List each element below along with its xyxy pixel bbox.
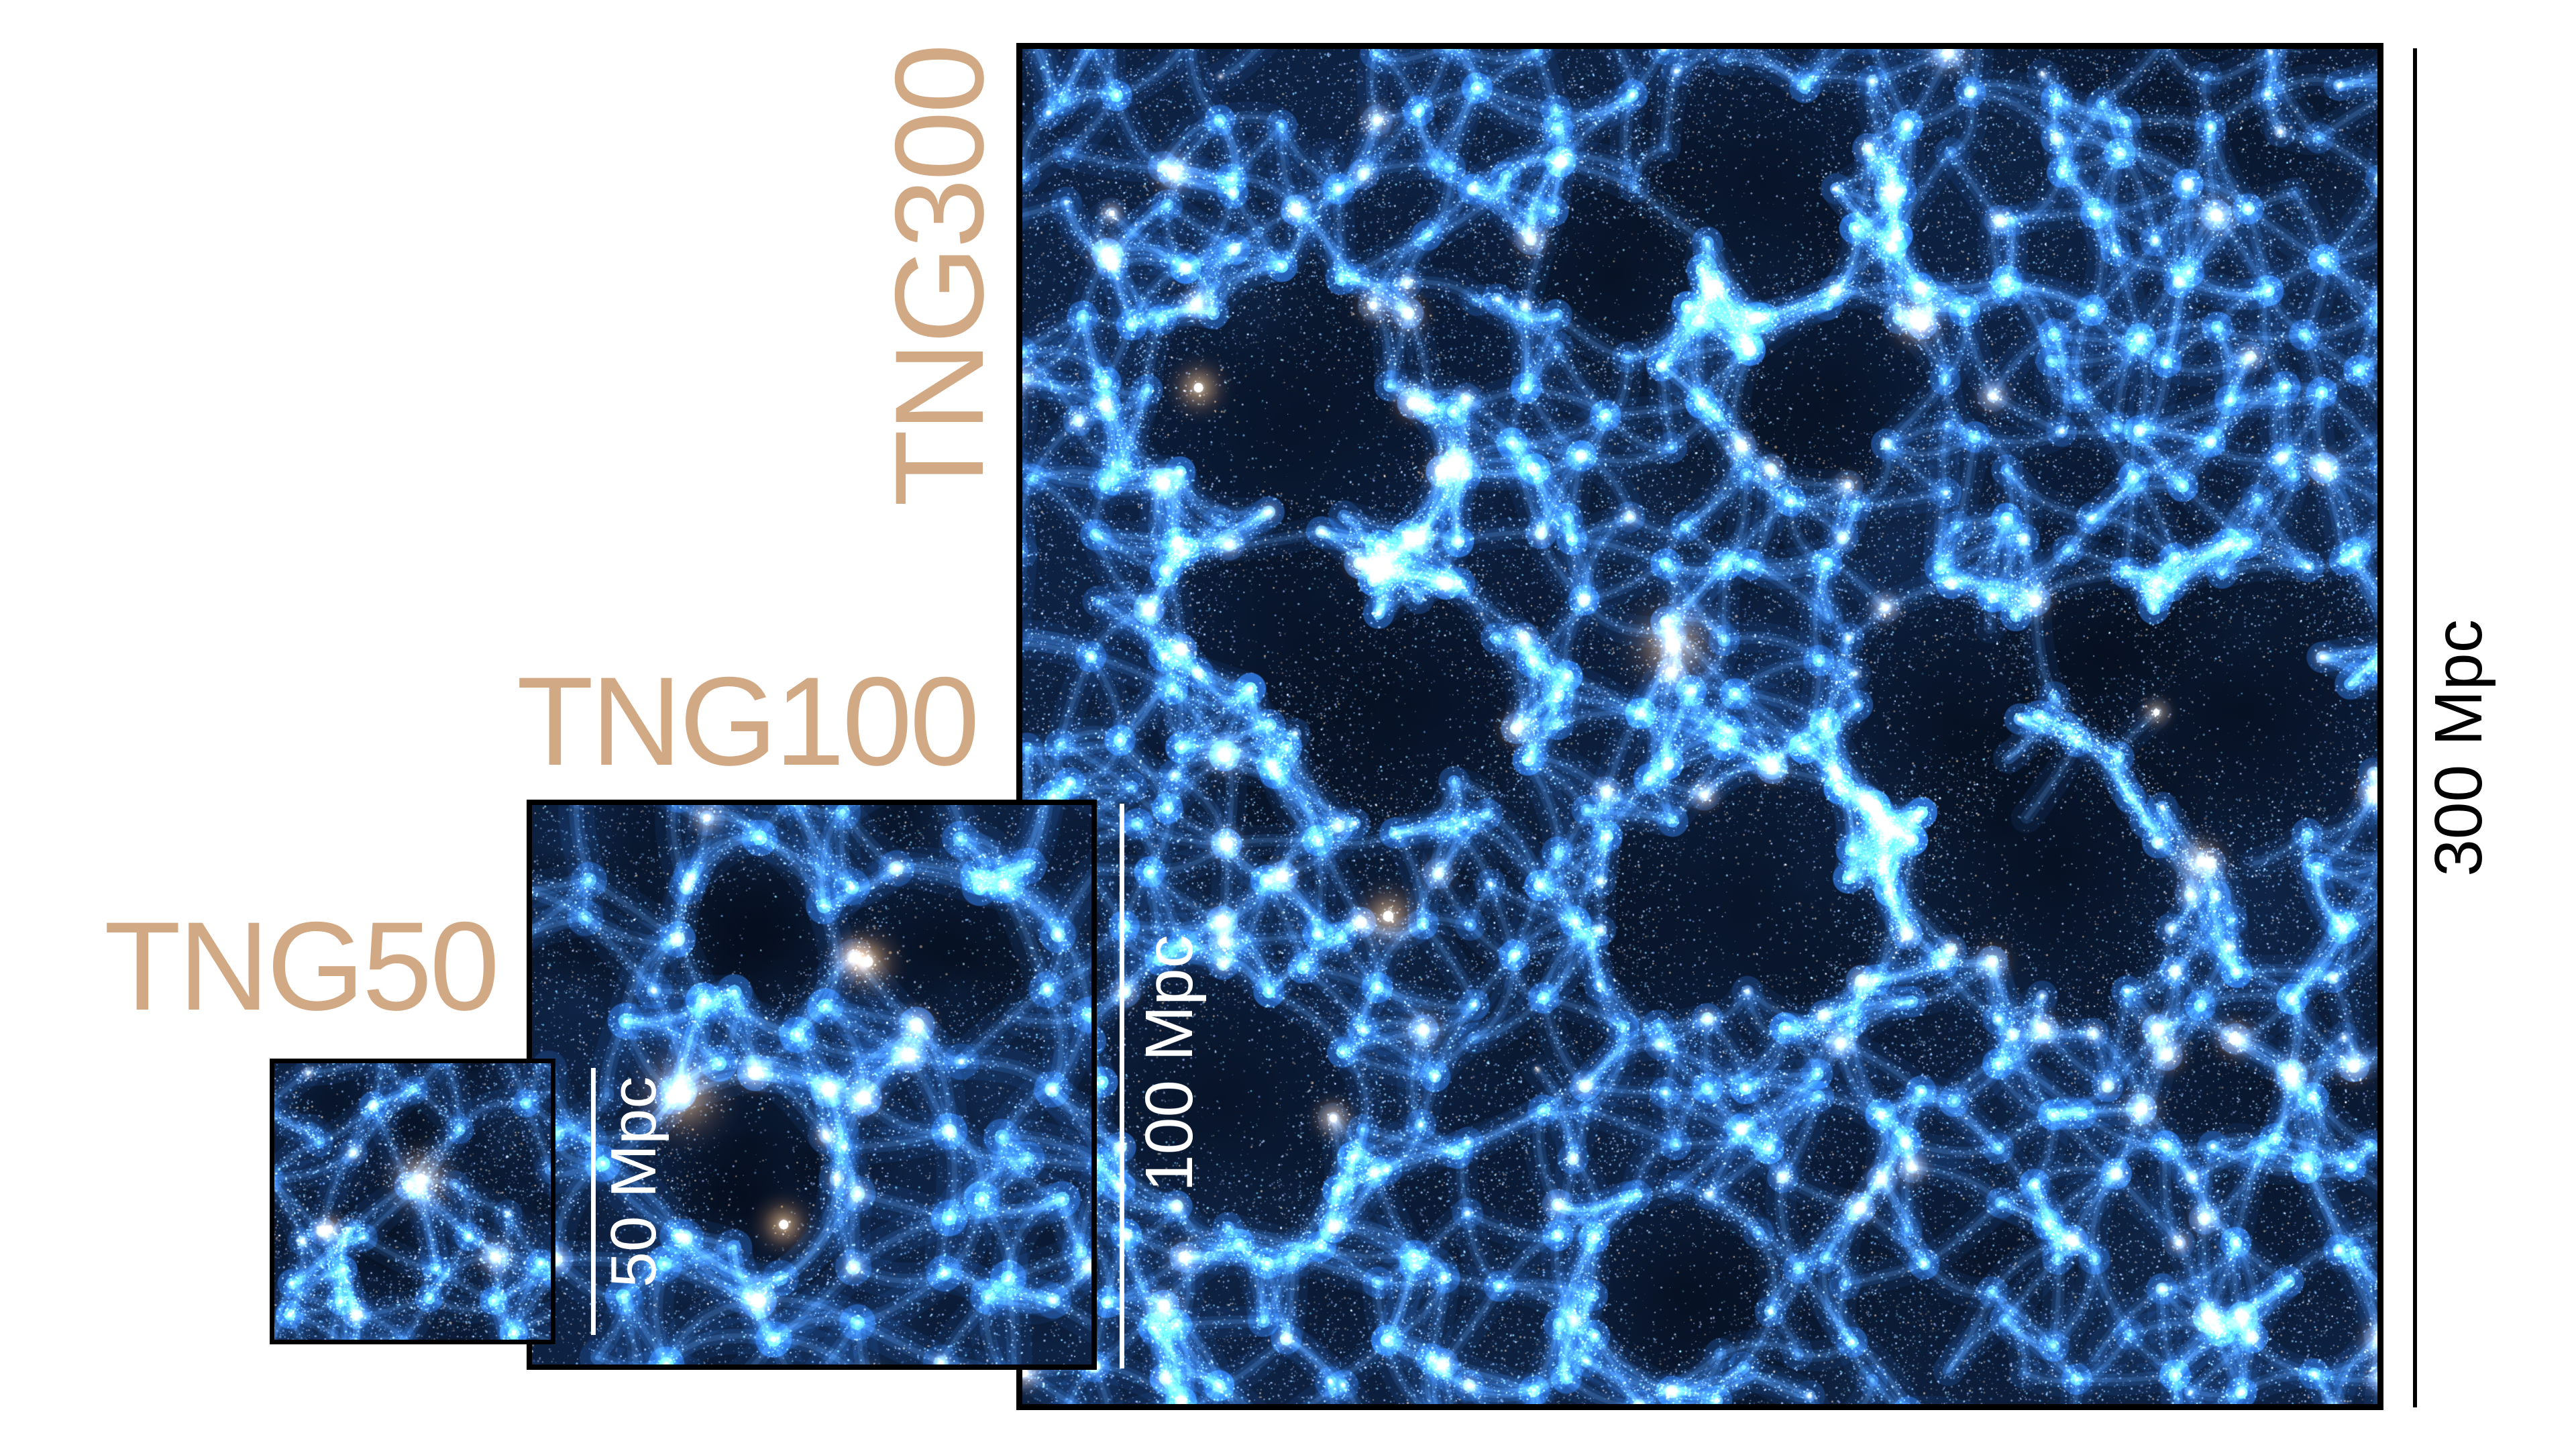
- tng50-label: TNG50: [104, 896, 500, 1036]
- tng100-panel: [527, 800, 1097, 1370]
- tng100-scale-label: 100 Mpc: [1132, 934, 1207, 1192]
- tng300-panel: [1016, 43, 2383, 1410]
- tng300-simulation-canvas: [1022, 49, 2377, 1404]
- tng100-simulation-canvas: [532, 805, 1091, 1364]
- tng50-panel: [270, 1059, 555, 1344]
- tng100-scale-bar: [1120, 804, 1124, 1368]
- tng50-simulation-canvas: [274, 1063, 551, 1340]
- tng50-scale-label: 50 Mpc: [598, 1076, 669, 1288]
- tng300-scale-bar: [2413, 48, 2417, 1407]
- tng100-label: TNG100: [517, 651, 980, 792]
- tng300-scale-label: 300 Mpc: [2421, 619, 2496, 877]
- tng50-scale-bar: [591, 1068, 596, 1335]
- tng300-label: TNG300: [869, 46, 1010, 507]
